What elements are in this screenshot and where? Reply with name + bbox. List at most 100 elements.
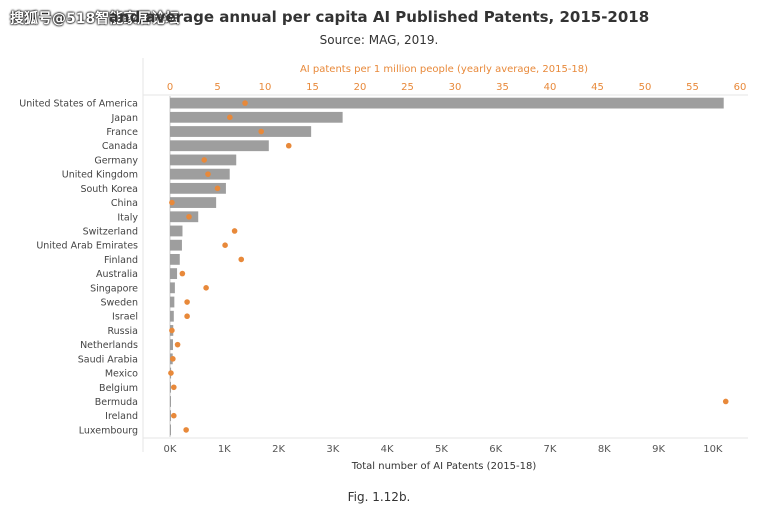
bar-total-patents	[170, 310, 174, 322]
dot-per-capita	[205, 171, 211, 177]
category-label: Ireland	[105, 411, 138, 422]
bottom-axis-title: Total number of AI Patents (2015-18)	[351, 461, 537, 472]
bar-total-patents	[170, 381, 171, 393]
category-label: Finland	[104, 255, 138, 266]
category-label: United States of America	[19, 99, 138, 110]
bar-total-patents	[170, 424, 171, 436]
bar-total-patents	[170, 111, 343, 123]
category-label: Saudi Arabia	[78, 354, 138, 365]
grid-layer	[142, 58, 748, 452]
top-tick-label: 10	[259, 82, 272, 93]
dot-per-capita	[238, 256, 245, 263]
bar-total-patents	[170, 197, 217, 208]
dot-per-capita	[174, 341, 181, 348]
category-label: Switzerland	[83, 226, 138, 237]
dot-per-capita	[168, 370, 174, 376]
category-label: Australia	[96, 269, 138, 280]
dot-per-capita	[285, 142, 292, 149]
top-tick-label: 25	[401, 82, 414, 93]
category-label: France	[106, 127, 138, 138]
bar-total-patents	[170, 168, 230, 180]
dot-per-capita	[171, 384, 177, 391]
bottom-tick-label: 1K	[218, 444, 231, 455]
bar-total-patents	[170, 282, 175, 294]
top-tick-label: 15	[306, 82, 319, 93]
bottom-tick-label: 2K	[272, 444, 285, 455]
bottom-tick-label: 7K	[544, 444, 557, 455]
bar-total-patents	[170, 339, 173, 351]
dot-per-capita	[179, 270, 186, 277]
category-label: Mexico	[105, 369, 138, 380]
bar-layer	[170, 97, 724, 436]
dot-per-capita	[184, 313, 190, 320]
category-label: Israel	[112, 312, 138, 323]
dot-per-capita	[169, 199, 175, 206]
chart-title: and average annual per capita AI Publish…	[108, 8, 650, 26]
figure-caption: Fig. 1.12b.	[347, 490, 411, 504]
category-label: United Arab Emirates	[36, 241, 138, 252]
bar-total-patents	[170, 225, 183, 237]
bar-total-patents	[170, 140, 269, 152]
top-tick-label: 45	[591, 82, 604, 93]
top-tick-label: 30	[449, 82, 462, 93]
dot-per-capita	[201, 157, 207, 163]
watermark-text: 搜狐号@518智能家居论坛	[10, 11, 180, 27]
top-tick-label: 50	[639, 82, 652, 93]
category-label: Italy	[117, 212, 138, 223]
dot-layer	[168, 100, 729, 433]
bar-total-patents	[170, 396, 171, 407]
category-label: South Korea	[80, 184, 138, 195]
category-label: Japan	[111, 113, 139, 124]
category-label: Singapore	[90, 283, 138, 294]
bar-total-patents	[170, 239, 182, 251]
dot-per-capita	[183, 427, 189, 433]
dot-per-capita	[222, 242, 228, 248]
dot-per-capita	[186, 213, 192, 220]
dot-per-capita	[203, 285, 209, 291]
bottom-tick-label: 3K	[326, 444, 339, 455]
bar-total-patents	[170, 253, 180, 265]
dot-per-capita	[170, 356, 176, 362]
dot-per-capita	[722, 398, 729, 405]
bottom-tick-label: 6K	[489, 444, 502, 455]
bottom-tick-label: 4K	[381, 444, 394, 455]
bar-total-patents	[170, 296, 175, 308]
category-label: Sweden	[100, 298, 138, 309]
category-label: United Kingdom	[62, 170, 138, 181]
dot-per-capita	[171, 412, 177, 419]
category-label: Belgium	[99, 383, 138, 394]
bar-total-patents	[170, 268, 178, 280]
bar-total-patents	[170, 410, 171, 422]
bar-total-patents	[170, 97, 724, 109]
tick-labels: 0K 1K 2K 3K 4K 5K 6K 7K 8K 9K 10K 0 5 10 15 20 25 30 35 40 4…	[164, 82, 747, 455]
category-labels: United States of America Japan France Canad…	[19, 99, 138, 437]
bottom-tick-label: 5K	[435, 444, 448, 455]
top-tick-label: 35	[496, 82, 509, 93]
category-label: Netherlands	[80, 340, 138, 351]
top-tick-label: 55	[686, 82, 699, 93]
category-label: Canada	[102, 141, 138, 152]
category-label: Russia	[107, 326, 138, 337]
dot-per-capita	[242, 100, 248, 106]
dot-per-capita	[227, 114, 233, 121]
dot-per-capita	[231, 228, 238, 234]
bar-total-patents	[170, 182, 226, 194]
category-label: Bermuda	[95, 397, 138, 408]
top-axis-title: AI patents per 1 million people (yearly …	[300, 64, 588, 75]
bottom-tick-label: 8K	[598, 444, 611, 455]
bottom-tick-label: 9K	[652, 444, 665, 455]
dot-per-capita	[169, 327, 175, 334]
category-label: Luxembourg	[79, 425, 138, 436]
top-tick-label: 40	[544, 82, 557, 93]
top-tick-label: 5	[214, 82, 220, 93]
bar-total-patents	[170, 126, 312, 137]
top-tick-label: 20	[354, 82, 367, 93]
dot-per-capita	[184, 299, 190, 305]
chart-subtitle: Source: MAG, 2019.	[319, 33, 439, 47]
top-tick-label: 0	[167, 82, 173, 93]
bar-total-patents	[170, 211, 199, 223]
bottom-tick-label: 0K	[164, 444, 177, 455]
category-label: China	[111, 198, 138, 209]
dot-per-capita	[258, 128, 265, 135]
